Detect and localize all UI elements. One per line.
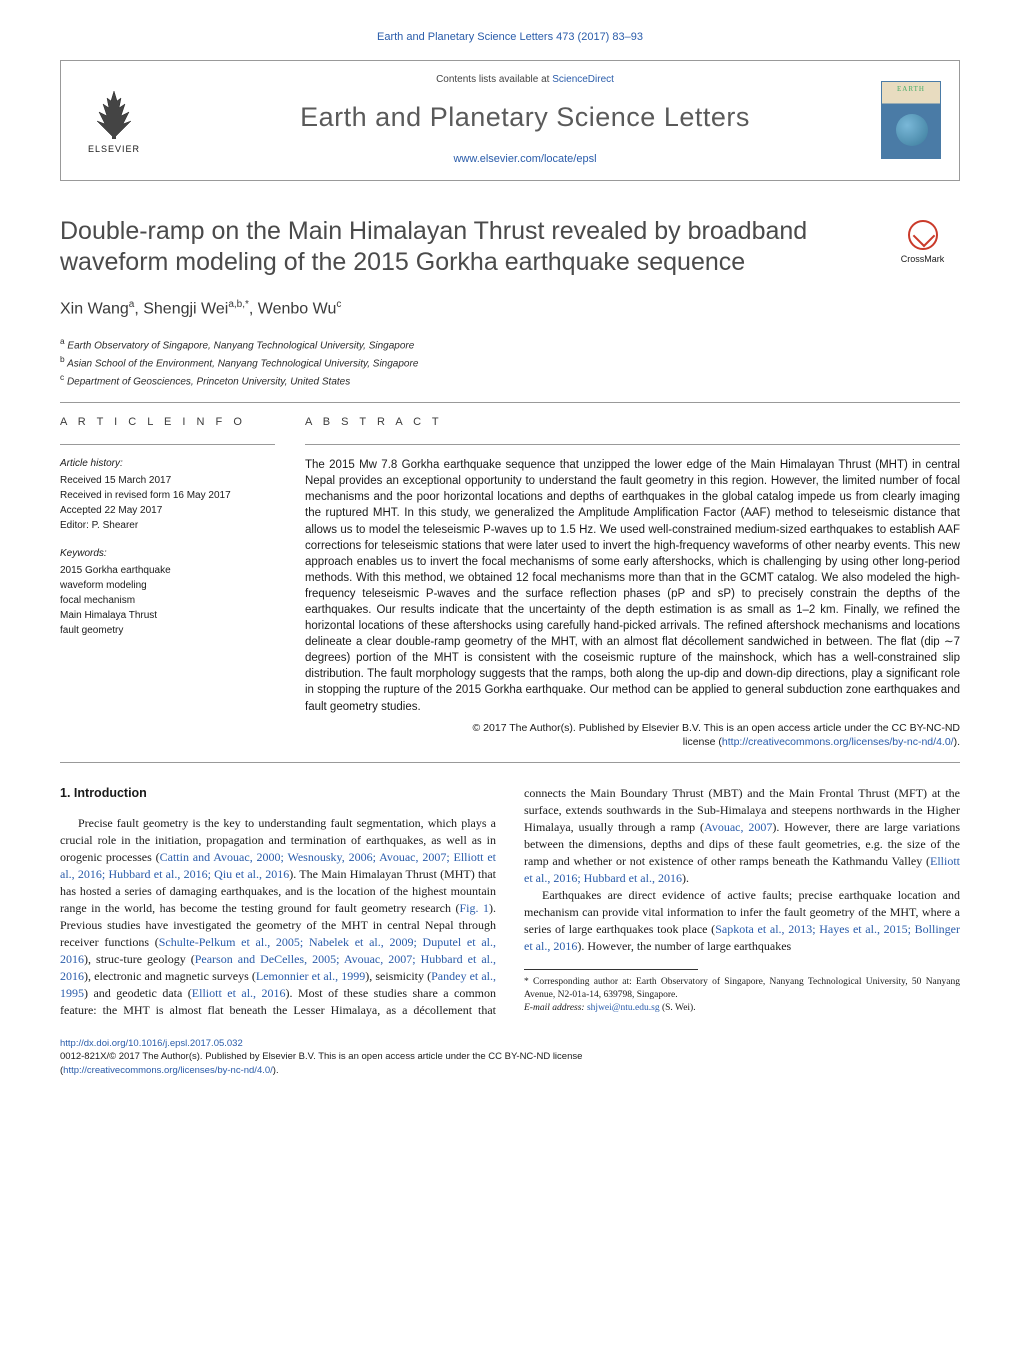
body-paragraph: Earthquakes are direct evidence of activ… [524, 887, 960, 955]
author-email-link[interactable]: shjwei@ntu.edu.sg [587, 1003, 660, 1013]
crossmark-label: CrossMark [885, 253, 960, 266]
keywords-label: Keywords: [60, 547, 275, 561]
citation-link[interactable]: Earth and Planetary Science Letters 473 … [377, 31, 643, 43]
author-list: Xin Wanga, Shengji Weia,b,*, Wenbo Wuc [60, 298, 960, 321]
journal-header: ELSEVIER Contents lists available at Sci… [60, 60, 960, 180]
abstract-copyright: © 2017 The Author(s). Published by Elsev… [305, 721, 960, 750]
abstract-col: A B S T R A C T The 2015 Mw 7.8 Gorkha e… [305, 415, 960, 750]
divider [305, 444, 960, 445]
running-citation: Earth and Planetary Science Letters 473 … [60, 30, 960, 45]
citation-link[interactable]: Elliott et al., 2016 [192, 986, 286, 1000]
body-text: ), struc- [84, 952, 123, 966]
email-footnote: E-mail address: shjwei@ntu.edu.sg (S. We… [524, 1002, 960, 1015]
corresponding-author-footnote: * Corresponding author at: Earth Observa… [524, 976, 960, 1002]
article-info-col: A R T I C L E I N F O Article history: R… [60, 415, 275, 750]
header-center: Contents lists available at ScienceDirec… [169, 73, 881, 167]
contents-available: Contents lists available at ScienceDirec… [169, 73, 881, 87]
page-root: Earth and Planetary Science Letters 473 … [0, 0, 1020, 1117]
copyright-line1: © 2017 The Author(s). Published by Elsev… [473, 722, 960, 734]
footer-license-link[interactable]: http://creativecommons.org/licenses/by-n… [63, 1065, 273, 1076]
copyright-prefix: license ( [683, 736, 722, 748]
divider [60, 444, 275, 445]
abstract-body: The 2015 Mw 7.8 Gorkha earthquake sequen… [305, 457, 960, 715]
keywords-block: 2015 Gorkha earthquakewaveform modelingf… [60, 563, 275, 638]
issn-line: 0012-821X/© 2017 The Author(s). Publishe… [60, 1051, 582, 1062]
article-info-heading: A R T I C L E I N F O [60, 415, 275, 430]
divider [60, 762, 960, 763]
sciencedirect-link[interactable]: ScienceDirect [552, 74, 614, 85]
body-columns: 1. Introduction Precise fault geometry i… [60, 785, 960, 1019]
divider [60, 402, 960, 403]
crossmark-badge[interactable]: CrossMark [885, 220, 960, 266]
copyright-suffix: ). [954, 736, 960, 748]
cover-globe-icon [896, 114, 928, 146]
body-text: ). [682, 871, 689, 885]
body-text: ) and geodetic data ( [84, 986, 192, 1000]
cover-earth-word: EARTH [882, 85, 940, 95]
publisher-name: ELSEVIER [88, 143, 140, 156]
license-link[interactable]: http://creativecommons.org/licenses/by-n… [722, 736, 954, 748]
article-title: Double-ramp on the Main Himalayan Thrust… [60, 216, 865, 279]
doi-link[interactable]: http://dx.doi.org/10.1016/j.epsl.2017.05… [60, 1038, 243, 1049]
journal-homepage-link[interactable]: www.elsevier.com/locate/epsl [453, 153, 596, 165]
figure-link[interactable]: Fig. 1 [459, 901, 489, 915]
section-heading: 1. Introduction [60, 785, 496, 803]
affiliations: a Earth Observatory of Singapore, Nanyan… [60, 335, 960, 390]
meta-abstract-row: A R T I C L E I N F O Article history: R… [60, 415, 960, 750]
history-label: Article history: [60, 457, 275, 471]
body-text: ture geology ( [123, 952, 194, 966]
journal-name: Earth and Planetary Science Letters [169, 99, 881, 137]
email-label: E-mail address: [524, 1003, 585, 1013]
abstract-heading: A B S T R A C T [305, 415, 960, 430]
footer-license-close: ). [273, 1065, 279, 1076]
section-number: 1. [60, 786, 70, 800]
citation-link[interactable]: Lemonnier et al., 1999 [256, 969, 365, 983]
page-footer: http://dx.doi.org/10.1016/j.epsl.2017.05… [60, 1037, 960, 1077]
body-text: ), seismicity ( [365, 969, 431, 983]
history-block: Received 15 March 2017Received in revise… [60, 473, 275, 533]
crossmark-icon [908, 220, 938, 250]
publisher-logo: ELSEVIER [79, 80, 149, 160]
title-row: Double-ramp on the Main Himalayan Thrust… [60, 216, 960, 279]
contents-prefix: Contents lists available at [436, 74, 552, 85]
body-text: ), electronic and magnetic surveys ( [84, 969, 256, 983]
elsevier-tree-icon [89, 86, 139, 141]
journal-cover-thumb: EARTH [881, 81, 941, 159]
email-name: (S. Wei). [662, 1003, 696, 1013]
section-title-text: Introduction [74, 786, 147, 800]
citation-link[interactable]: Avouac, 2007 [704, 820, 772, 834]
body-text: ). However, the number of large earthqua… [577, 939, 791, 953]
footnote-separator [524, 969, 698, 970]
